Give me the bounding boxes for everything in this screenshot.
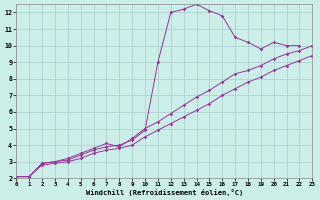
X-axis label: Windchill (Refroidissement éolien,°C): Windchill (Refroidissement éolien,°C) bbox=[86, 189, 243, 196]
